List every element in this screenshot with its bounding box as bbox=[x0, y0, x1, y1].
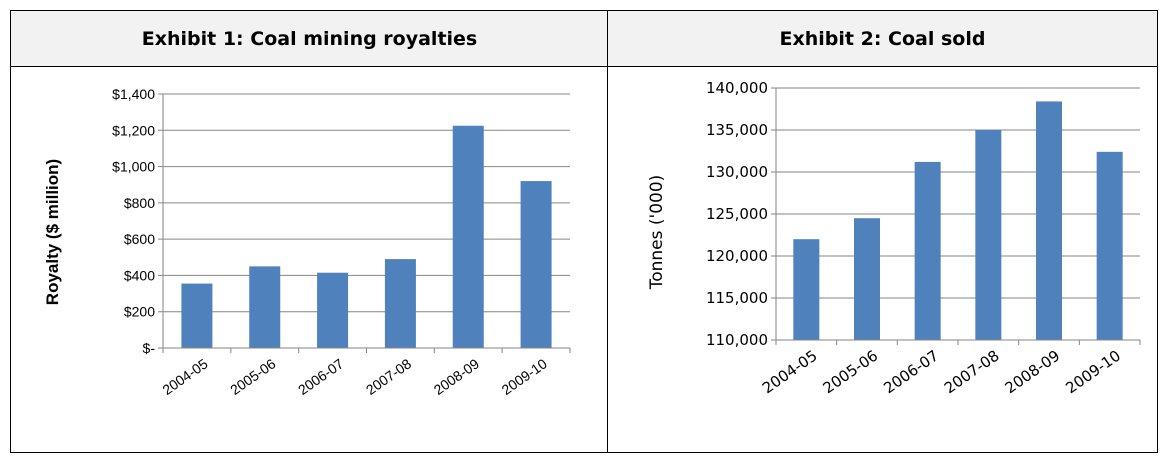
chart1-bar bbox=[384, 259, 416, 348]
chart2-y-tick-label: 135,000 bbox=[706, 121, 768, 139]
chart2-y-tick-label: 120,000 bbox=[706, 247, 768, 265]
chart2-x-tick-label: 2009-10 bbox=[1062, 347, 1124, 398]
coal-sold-y-axis-label: Tonnes ('000) bbox=[647, 175, 667, 291]
chart1-y-tick-label: $1,000 bbox=[112, 159, 155, 175]
chart1-y-tick-label: $800 bbox=[124, 195, 155, 211]
chart2-y-tick-label: 140,000 bbox=[706, 79, 768, 97]
chart1-bar bbox=[317, 272, 349, 348]
chart1-y-tick-label: $- bbox=[143, 340, 156, 356]
chart2-bar bbox=[793, 239, 820, 340]
chart1-y-tick-label: $1,400 bbox=[112, 86, 155, 102]
chart2-y-tick-label: 125,000 bbox=[706, 205, 768, 223]
chart2-x-tick-label: 2006-07 bbox=[880, 347, 942, 398]
chart2-y-tick-label: 115,000 bbox=[706, 289, 768, 307]
chart2-y-tick-label: 130,000 bbox=[706, 163, 768, 181]
chart1-y-tick-label: $1,200 bbox=[112, 122, 155, 138]
exhibit-1-title: Exhibit 1: Coal mining royalties bbox=[11, 11, 608, 67]
exhibit-2-title: Exhibit 2: Coal sold bbox=[608, 11, 1157, 67]
chart2-bar bbox=[914, 161, 941, 340]
chart2-x-tick-label: 2004-05 bbox=[759, 347, 821, 398]
chart2-bar bbox=[1036, 101, 1062, 340]
chart1-y-tick-label: $200 bbox=[124, 304, 155, 320]
chart1-y-tick-label: $400 bbox=[124, 267, 155, 283]
chart2-y-tick-label: 110,000 bbox=[706, 331, 768, 349]
column-divider bbox=[607, 11, 608, 452]
chart2-x-tick-label: 2005-06 bbox=[820, 347, 882, 398]
chart1-bar bbox=[520, 181, 552, 348]
exhibits-table: Exhibit 1: Coal mining royalties Exhibit… bbox=[10, 10, 1158, 453]
chart2-bar bbox=[854, 218, 880, 340]
chart2-x-tick-label: 2008-09 bbox=[1002, 347, 1064, 398]
chart1-bar bbox=[249, 266, 281, 348]
chart1-bar bbox=[452, 125, 484, 348]
chart2-x-tick-label: 2007-08 bbox=[941, 347, 1003, 398]
chart2-bar bbox=[975, 130, 1002, 340]
chart1-bar bbox=[181, 283, 213, 348]
royalties-y-axis-label: Royalty ($ million) bbox=[43, 159, 62, 305]
chart2-bar bbox=[1096, 151, 1123, 340]
chart1-y-tick-label: $600 bbox=[124, 231, 155, 247]
